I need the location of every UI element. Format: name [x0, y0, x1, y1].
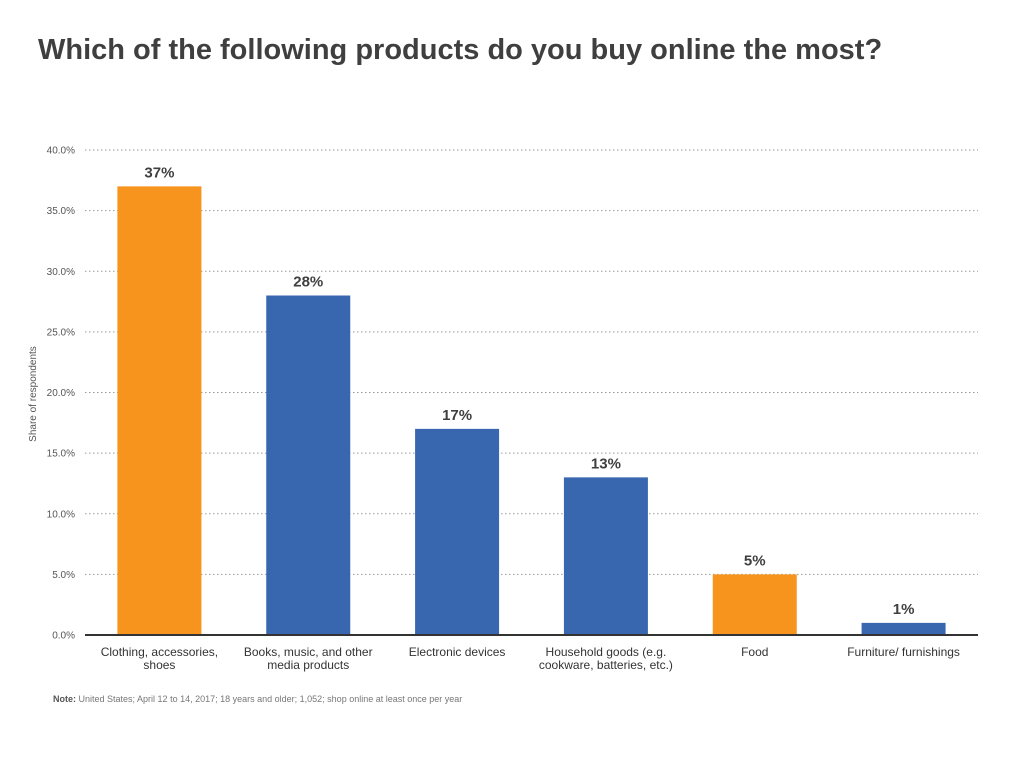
y-tick-label: 35.0% — [47, 206, 75, 217]
x-tick-label: Household goods (e.g. cookware, batteries… — [539, 645, 673, 672]
y-tick-label: 10.0% — [47, 509, 75, 520]
bar — [117, 186, 202, 635]
y-tick-label: 40.0% — [47, 146, 75, 157]
y-tick-label: 25.0% — [47, 327, 75, 338]
y-axis-label: Share of respondents — [28, 346, 39, 442]
y-tick-label: 20.0% — [47, 388, 75, 399]
data-label: 1% — [893, 601, 915, 618]
x-tick-label: Electronic devices — [409, 645, 506, 659]
y-axis-ticks: 0.0% 5.0% 10.0% 15.0% 20.0% 25.0% 30.0% 35.0% 40… — [47, 146, 75, 642]
data-label: 13% — [591, 455, 621, 472]
y-tick-label: 30.0% — [47, 267, 75, 278]
bar — [861, 622, 946, 635]
y-tick-label: 15.0% — [47, 449, 75, 460]
x-tick-label: Food — [741, 645, 768, 659]
note-label: Note: — [53, 694, 76, 704]
footnote: Note: United States; April 12 to 14, 201… — [53, 694, 462, 704]
data-label: 17% — [442, 407, 472, 424]
data-label: 5% — [744, 552, 766, 569]
y-tick-label: 5.0% — [52, 570, 75, 581]
gridlines — [85, 149, 978, 575]
bar — [266, 295, 351, 635]
bar — [415, 428, 500, 635]
data-labels: 37% 28% 17% 13% 5% 1% — [144, 164, 914, 618]
data-label: 28% — [293, 274, 323, 291]
bar — [563, 477, 648, 635]
x-axis-ticks: Clothing, accessories, shoes Books, music,… — [101, 645, 960, 672]
x-tick-label: Furniture/ furnishings — [847, 645, 960, 659]
bars — [117, 186, 946, 635]
x-tick-label: Books, music, and other media products — [244, 645, 373, 672]
y-tick-label: 0.0% — [52, 631, 75, 642]
chart-title: Which of the following products do you b… — [38, 34, 883, 66]
bar — [712, 574, 797, 635]
x-tick-label: Clothing, accessories, shoes — [101, 645, 218, 672]
note-text: United States; April 12 to 14, 2017; 18 … — [78, 694, 463, 704]
data-label: 37% — [144, 164, 174, 181]
